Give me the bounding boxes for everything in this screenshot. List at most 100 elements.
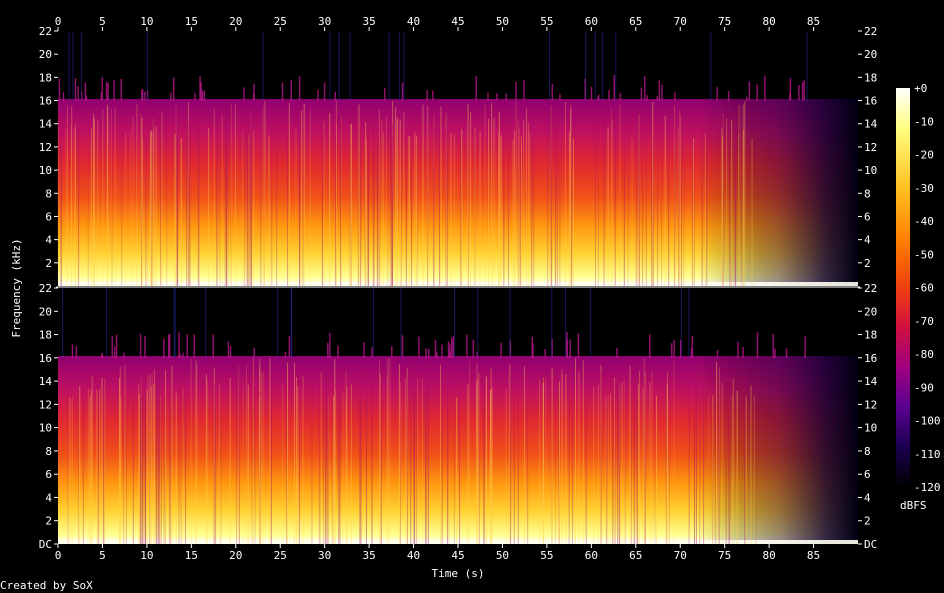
x-tick-label-bottom: 70	[674, 549, 687, 562]
colorbar-tick-label: -110	[914, 448, 941, 461]
colorbar	[896, 88, 910, 487]
x-tick-label-top: 35	[362, 15, 375, 28]
colorbar-tick-label: +0	[914, 82, 927, 95]
y-tick-label-left: 12	[39, 398, 52, 411]
x-tick-label-top: 45	[451, 15, 464, 28]
y-tick-label-left: 2	[45, 515, 52, 528]
top-channel-panel	[57, 31, 858, 286]
y-tick-label-left: 12	[39, 141, 52, 154]
y-tick-label-left: 8	[45, 445, 52, 458]
colorbar-tick-label: -30	[914, 182, 934, 195]
x-tick-label-top: 70	[674, 15, 687, 28]
y-tick-label-right: 22	[864, 282, 877, 295]
y-tick-label-right: 4	[864, 234, 871, 247]
y-tick-label-left: 8	[45, 187, 52, 200]
colorbar-unit-label: dBFS	[900, 499, 927, 512]
x-tick-label-top: 55	[540, 15, 553, 28]
y-tick-label-right: 20	[864, 305, 877, 318]
bottom-channel-panel	[58, 288, 858, 544]
colorbar-tick-label: -120	[914, 481, 941, 494]
x-tick-label-top: 80	[762, 15, 775, 28]
x-tick-label-bottom: 75	[718, 549, 731, 562]
y-tick-label-right: 14	[864, 118, 878, 131]
axis-tick-labels: 0055101015152020252530303535404045455050…	[39, 15, 878, 562]
x-tick-label-bottom: 85	[807, 549, 820, 562]
x-tick-label-top: 10	[140, 15, 153, 28]
bottom-channel-streaks	[58, 288, 858, 544]
x-tick-label-bottom: 80	[762, 549, 775, 562]
y-tick-label-left: 10	[39, 164, 52, 177]
y-tick-label-left: 16	[39, 352, 52, 365]
y-tick-label-right: 16	[864, 95, 877, 108]
x-tick-label-bottom: 30	[318, 549, 331, 562]
x-tick-label-bottom: 0	[55, 549, 62, 562]
y-tick-label-right: 4	[864, 491, 871, 504]
y-tick-label-left: 10	[39, 422, 52, 435]
y-tick-label-right: 18	[864, 71, 877, 84]
top-channel-streaks	[57, 31, 858, 286]
y-tick-label-right: 20	[864, 48, 877, 61]
y-tick-label-left: 20	[39, 48, 52, 61]
x-tick-label-bottom: 20	[229, 549, 242, 562]
y-tick-label-left: 14	[39, 118, 53, 131]
colorbar-tick-label: -80	[914, 348, 934, 361]
colorbar-tick-label: -100	[914, 415, 941, 428]
top-channel-falloff	[58, 99, 858, 286]
y-tick-label-left: 18	[39, 71, 52, 84]
x-tick-label-top: 50	[496, 15, 509, 28]
y-tick-label-right: DC	[864, 538, 877, 551]
x-tick-label-bottom: 25	[274, 549, 287, 562]
x-tick-label-top: 75	[718, 15, 731, 28]
x-tick-label-top: 65	[629, 15, 642, 28]
x-tick-label-bottom: 15	[185, 549, 198, 562]
x-tick-label-bottom: 10	[140, 549, 153, 562]
y-tick-label-left: 16	[39, 95, 52, 108]
x-tick-label-bottom: 5	[99, 549, 106, 562]
x-tick-label-bottom: 40	[407, 549, 420, 562]
y-tick-label-right: 18	[864, 329, 877, 342]
y-tick-label-left: 6	[45, 210, 52, 223]
axis-ticks	[54, 27, 862, 548]
x-tick-label-top: 30	[318, 15, 331, 28]
y-tick-label-right: 10	[864, 164, 877, 177]
x-tick-label-bottom: 35	[362, 549, 375, 562]
x-tick-label-top: 20	[229, 15, 242, 28]
colorbar-tick-label: -40	[914, 215, 934, 228]
y-tick-label-left: 2	[45, 257, 52, 270]
dc-band	[58, 540, 858, 544]
x-tick-label-top: 15	[185, 15, 198, 28]
y-tick-label-right: 8	[864, 187, 871, 200]
x-tick-label-bottom: 50	[496, 549, 509, 562]
y-tick-label-right: 10	[864, 422, 877, 435]
colorbar-tick-label: -10	[914, 115, 934, 128]
x-tick-label-bottom: 55	[540, 549, 553, 562]
y-tick-label-right: 16	[864, 352, 877, 365]
x-tick-label-bottom: 45	[451, 549, 464, 562]
y-tick-label-left: 22	[39, 25, 52, 38]
y-tick-label-right: 12	[864, 141, 877, 154]
y-tick-label-right: 2	[864, 515, 871, 528]
y-tick-label-right: 12	[864, 398, 877, 411]
y-tick-label-left: 4	[45, 234, 52, 247]
colorbar-tick-label: -20	[914, 149, 934, 162]
y-tick-label-left: 22	[39, 282, 52, 295]
y-tick-label-right: 8	[864, 445, 871, 458]
y-tick-label-right: 6	[864, 210, 871, 223]
y-tick-label-right: 14	[864, 375, 878, 388]
x-tick-label-top: 40	[407, 15, 420, 28]
y-tick-label-left: 6	[45, 468, 52, 481]
dc-band	[58, 282, 858, 286]
x-tick-label-top: 85	[807, 15, 820, 28]
colorbar-tick-label: -50	[914, 248, 934, 261]
x-tick-label-bottom: 65	[629, 549, 642, 562]
colorbar-tick-labels: +0 -10 -20 -30 -40 -50 -60 -70 -80 -90 -100 -110 -12…	[914, 82, 941, 494]
y-tick-label-right: 6	[864, 468, 871, 481]
colorbar-tick-label: -70	[914, 315, 934, 328]
y-tick-label-left: 18	[39, 329, 52, 342]
colorbar-tick-label: -90	[914, 381, 934, 394]
x-tick-label-top: 60	[585, 15, 598, 28]
x-tick-label-top: 5	[99, 15, 106, 28]
x-tick-label-top: 0	[55, 15, 62, 28]
y-tick-label-left: 14	[39, 375, 53, 388]
